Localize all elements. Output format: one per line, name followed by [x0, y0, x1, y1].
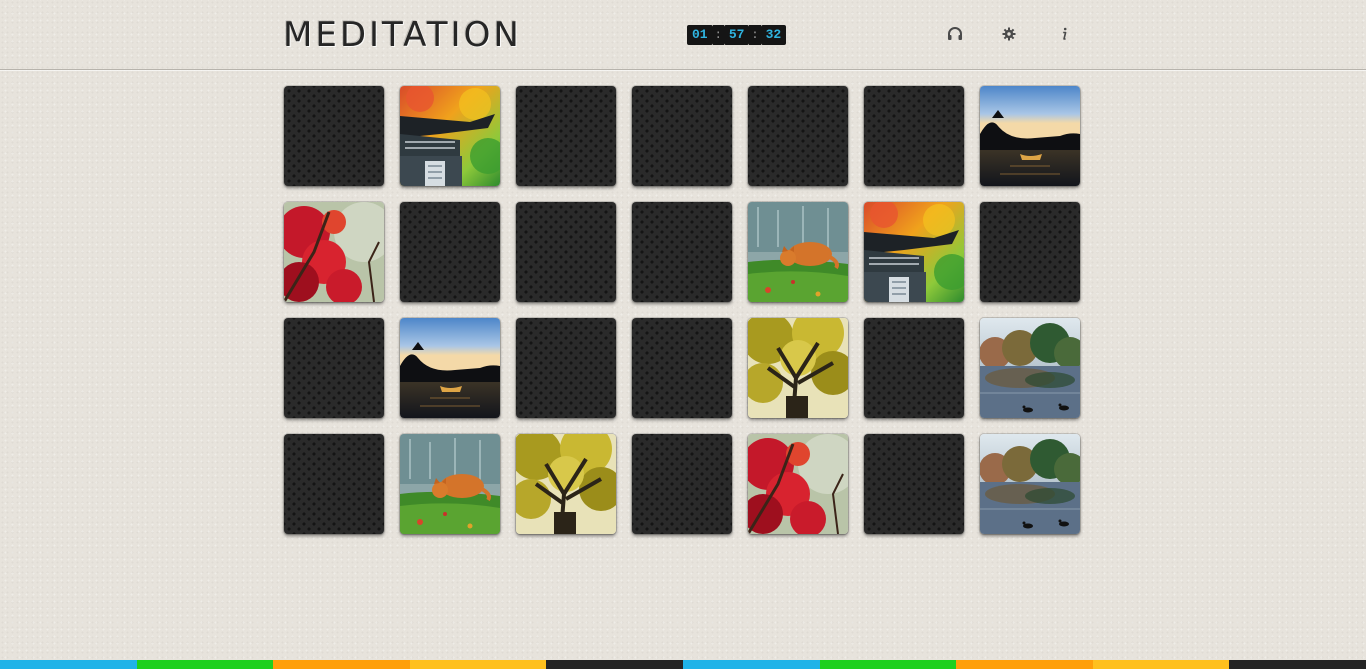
- card-face-down[interactable]: [284, 434, 384, 534]
- card-face-down[interactable]: [864, 86, 964, 186]
- timer-minutes: 57: [723, 25, 750, 45]
- card-pond[interactable]: [980, 434, 1080, 534]
- card-face-down[interactable]: [632, 86, 732, 186]
- card-face-down[interactable]: [748, 86, 848, 186]
- card-face-down[interactable]: [632, 202, 732, 302]
- color-bar-segment: [0, 660, 137, 669]
- card-red-maple[interactable]: [284, 202, 384, 302]
- card-lake[interactable]: [400, 318, 500, 418]
- card-yellow-tree[interactable]: [748, 318, 848, 418]
- color-bar-segment: [409, 660, 547, 669]
- game-timer: 01 : 57 : 32: [687, 25, 787, 45]
- color-bar-segment: [1229, 660, 1366, 669]
- color-bar-segment: [136, 660, 274, 669]
- color-bar-segment: [273, 660, 410, 669]
- card-face-down[interactable]: [516, 86, 616, 186]
- card-red-maple[interactable]: [748, 434, 848, 534]
- card-face-down[interactable]: [284, 86, 384, 186]
- card-face-down[interactable]: [864, 318, 964, 418]
- color-bar-segment: [546, 660, 683, 669]
- timer-separator: :: [749, 25, 761, 45]
- card-face-down[interactable]: [516, 202, 616, 302]
- card-face-down[interactable]: [632, 434, 732, 534]
- card-face-down[interactable]: [864, 434, 964, 534]
- info-icon[interactable]: [1052, 22, 1076, 46]
- card-face-down[interactable]: [980, 202, 1080, 302]
- card-face-down[interactable]: [400, 202, 500, 302]
- headphones-icon[interactable]: [943, 22, 967, 46]
- color-bar-segment: [819, 660, 957, 669]
- card-temple[interactable]: [864, 202, 964, 302]
- header: MEDITATION 01 : 57 : 32: [0, 0, 1366, 70]
- color-bar-segment: [682, 660, 820, 669]
- card-temple[interactable]: [400, 86, 500, 186]
- card-yellow-tree[interactable]: [516, 434, 616, 534]
- timer-seconds: 32: [760, 25, 787, 45]
- card-pond[interactable]: [980, 318, 1080, 418]
- card-cat[interactable]: [400, 434, 500, 534]
- gear-icon[interactable]: [997, 22, 1021, 46]
- app-logo: MEDITATION: [283, 15, 522, 55]
- memory-board: [284, 86, 1080, 534]
- card-cat[interactable]: [748, 202, 848, 302]
- color-bar-segment: [1092, 660, 1230, 669]
- color-bar-segment: [956, 660, 1093, 669]
- card-face-down[interactable]: [284, 318, 384, 418]
- card-face-down[interactable]: [516, 318, 616, 418]
- timer-hours: 01: [687, 25, 713, 45]
- timer-separator: :: [712, 25, 724, 45]
- color-bar: [0, 660, 1366, 669]
- card-lake[interactable]: [980, 86, 1080, 186]
- card-face-down[interactable]: [632, 318, 732, 418]
